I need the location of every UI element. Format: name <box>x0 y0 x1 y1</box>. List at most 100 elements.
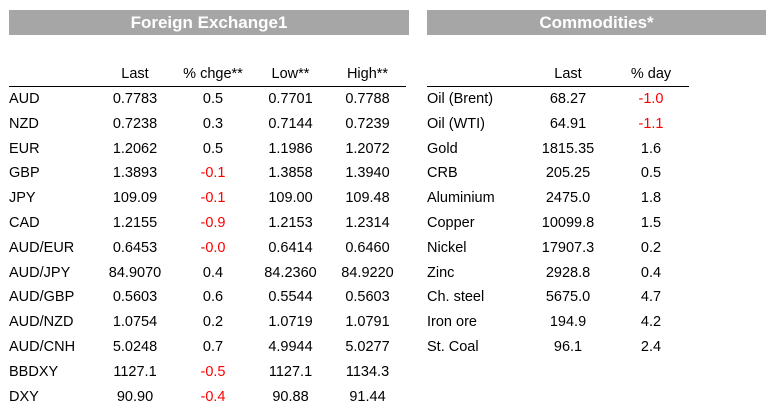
fx-cell: 0.5 <box>202 140 224 157</box>
commodities-row-label: Iron ore <box>427 314 477 331</box>
fx-cell: 84.2360 <box>264 264 317 281</box>
fx-cell: 0.4 <box>202 264 224 281</box>
commodities-cell: 0.4 <box>640 264 662 281</box>
commodities-cell: 2475.0 <box>545 190 591 207</box>
commodities-cell: 1.8 <box>640 190 662 207</box>
fx-row-label: AUD/JPY <box>9 264 71 281</box>
fx-cell: 0.6453 <box>112 239 158 256</box>
fx-row: NZD 0.7238 0.3 0.7144 0.7239 <box>9 112 406 137</box>
fx-cell: 1.0791 <box>345 314 390 331</box>
fx-cell: 0.7788 <box>345 91 390 107</box>
commodities-cell: -1.1 <box>638 115 664 132</box>
fx-cell: 0.5544 <box>268 289 313 306</box>
fx-row-label: CAD <box>9 214 40 231</box>
commodities-row: Aluminium 2475.0 1.8 <box>427 186 689 211</box>
commodities-row: Nickel 17907.3 0.2 <box>427 236 689 261</box>
commodities-row: Oil (WTI) 64.91 -1.1 <box>427 112 689 137</box>
fx-row: AUD/GBP 0.5603 0.6 0.5544 0.5603 <box>9 285 406 310</box>
fx-row-label: DXY <box>9 388 39 405</box>
commodities-column-header: Last <box>554 66 582 82</box>
commodities-header-row: Last % day <box>427 62 689 87</box>
fx-row-label: EUR <box>9 140 40 157</box>
fx-column-header: % chge** <box>183 66 243 82</box>
fx-cell: 5.0277 <box>345 338 390 355</box>
fx-cell: 5.0248 <box>112 338 158 355</box>
commodities-cell: 1.6 <box>640 140 662 157</box>
commodities-row: Oil (Brent) 68.27 -1.0 <box>427 87 689 112</box>
fx-cell: -0.1 <box>200 165 226 182</box>
fx-cell: 0.6460 <box>345 239 390 256</box>
fx-cell: 1.0719 <box>268 314 313 331</box>
fx-cell: 4.9944 <box>268 338 313 355</box>
fx-cell: 1.0754 <box>112 314 158 331</box>
commodities-row-label: Nickel <box>427 239 467 256</box>
commodities-row-label: St. Coal <box>427 338 479 355</box>
fx-cell: -0.5 <box>200 363 226 380</box>
commodities-panel: Commodities* Last % day Oil (Brent) 68.27 -… <box>427 10 766 360</box>
commodities-column-header: % day <box>630 66 672 82</box>
commodities-column-header <box>427 62 523 87</box>
fx-cell: 1.1986 <box>268 140 313 157</box>
fx-cell: 1.2314 <box>345 214 390 231</box>
fx-cell: 1.2155 <box>112 214 158 231</box>
fx-cell: 0.2 <box>202 314 224 331</box>
fx-cell: 0.3 <box>202 115 224 132</box>
fx-cell: -0.9 <box>200 214 226 231</box>
fx-cell: 0.7239 <box>345 115 390 132</box>
commodities-cell: 1.5 <box>640 214 662 231</box>
fx-cell: 1.3893 <box>112 165 158 182</box>
commodities-title: Commodities* <box>427 10 766 35</box>
fx-cell: 0.5603 <box>112 289 158 306</box>
fx-cell: 0.7783 <box>112 91 158 107</box>
commodities-cell: 10099.8 <box>541 214 595 231</box>
fx-row: CAD 1.2155 -0.9 1.2153 1.2314 <box>9 211 406 236</box>
fx-cell: 109.09 <box>112 190 158 207</box>
commodities-cell: 0.2 <box>640 239 662 256</box>
fx-row-label: AUD/EUR <box>9 239 75 256</box>
fx-row: BBDXY 1127.1 -0.5 1127.1 1134.3 <box>9 360 406 385</box>
fx-column-header: Low** <box>271 66 310 82</box>
fx-cell: 1.2153 <box>268 214 313 231</box>
commodities-row-label: CRB <box>427 165 458 182</box>
fx-cell: 91.44 <box>349 388 386 405</box>
fx-title: Foreign Exchange1 <box>9 10 409 35</box>
fx-header-row: Last % chge** Low** High** <box>9 62 406 87</box>
commodities-row-label: Zinc <box>427 264 455 281</box>
commodities-cell: 0.5 <box>640 165 662 182</box>
fx-row: AUD 0.7783 0.5 0.7701 0.7788 <box>9 87 406 112</box>
fx-cell: 1.2062 <box>112 140 158 157</box>
fx-cell: -0.1 <box>200 190 226 207</box>
fx-row-label: BBDXY <box>9 363 59 380</box>
fx-table: Last % chge** Low** High** AUD 0.7783 0.5 0.77… <box>9 62 406 409</box>
fx-cell: 109.00 <box>268 190 313 207</box>
commodities-row-label: Copper <box>427 214 475 231</box>
fx-row: AUD/CNH 5.0248 0.7 4.9944 5.0277 <box>9 335 406 360</box>
commodities-cell: -1.0 <box>638 91 664 107</box>
fx-row-label: AUD/CNH <box>9 338 76 355</box>
fx-cell: 1127.1 <box>268 363 313 380</box>
commodities-cell: 4.7 <box>640 289 662 306</box>
fx-row-label: NZD <box>9 115 39 132</box>
commodities-cell: 2.4 <box>640 338 662 355</box>
commodities-cell: 2928.8 <box>545 264 591 281</box>
fx-cell: 84.9070 <box>108 264 162 281</box>
fx-cell: -0.0 <box>200 239 226 256</box>
commodities-cell: 68.27 <box>549 91 587 107</box>
commodities-row-label: Aluminium <box>427 190 495 207</box>
fx-cell: 84.9220 <box>341 264 394 281</box>
fx-row: JPY 109.09 -0.1 109.00 109.48 <box>9 186 406 211</box>
commodities-row: Copper 10099.8 1.5 <box>427 211 689 236</box>
fx-cell: -0.4 <box>200 388 226 405</box>
fx-cell: 0.7238 <box>112 115 158 132</box>
fx-row: DXY 90.90 -0.4 90.88 91.44 <box>9 385 406 410</box>
fx-row-label: JPY <box>9 190 36 207</box>
fx-column-header: Last <box>121 66 149 82</box>
fx-cell: 0.7144 <box>268 115 313 132</box>
fx-row-label: AUD/NZD <box>9 314 74 331</box>
fx-row: EUR 1.2062 0.5 1.1986 1.2072 <box>9 137 406 162</box>
commodities-cell: 96.1 <box>553 338 583 355</box>
commodities-cell: 64.91 <box>549 115 587 132</box>
fx-cell: 0.6414 <box>268 239 313 256</box>
fx-cell: 0.5603 <box>345 289 390 306</box>
fx-cell: 0.7701 <box>268 91 313 107</box>
